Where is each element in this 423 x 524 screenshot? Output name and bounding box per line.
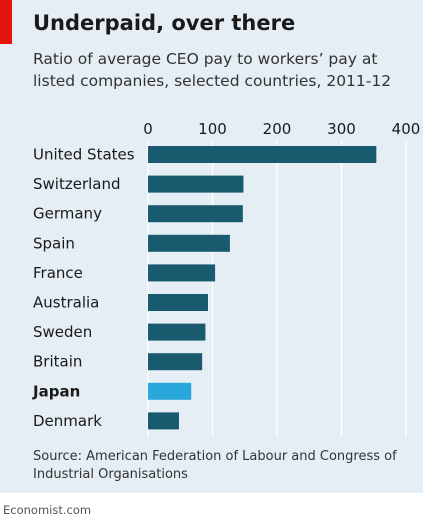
category-label: Switzerland <box>33 175 121 193</box>
category-label: Australia <box>33 294 99 312</box>
category-label: Germany <box>33 205 102 223</box>
bar-united-states <box>148 146 377 163</box>
category-label: Japan <box>32 382 80 400</box>
x-tick-label: 0 <box>143 120 153 138</box>
x-tick-label: 400 <box>392 120 421 138</box>
publisher-credit: Economist.com <box>3 503 92 517</box>
brand-accent-tab <box>0 0 12 44</box>
category-label: Britain <box>33 353 82 371</box>
bar-australia <box>148 294 208 311</box>
x-tick-label: 100 <box>198 120 227 138</box>
bar-sweden <box>148 323 206 341</box>
bars <box>148 146 377 430</box>
bar-switzerland <box>148 175 244 193</box>
bar-spain <box>148 234 230 252</box>
bar-france <box>148 264 216 282</box>
source-note: Source: American Federation of Labour an… <box>33 449 397 482</box>
category-label: France <box>33 264 83 282</box>
bar-chart: 0 100 200 300 400 United States Switzerland Ge… <box>32 120 420 437</box>
category-label: United States <box>33 146 135 164</box>
category-label: Spain <box>33 234 75 252</box>
x-axis-ticks: 0 100 200 300 400 <box>143 120 420 138</box>
x-tick-label: 200 <box>263 120 292 138</box>
bar-denmark <box>148 412 179 430</box>
bar-germany <box>148 205 243 223</box>
category-labels: United States Switzerland Germany Spain Fran… <box>32 146 135 430</box>
chart-title: Underpaid, over there <box>33 11 296 35</box>
category-label: Sweden <box>33 323 92 341</box>
category-label: Denmark <box>33 412 102 430</box>
bar-japan <box>148 382 192 400</box>
chart-subtitle: Ratio of average CEO pay to workers’ pay… <box>33 50 392 90</box>
bar-britain <box>148 353 203 371</box>
x-tick-label: 300 <box>327 120 356 138</box>
